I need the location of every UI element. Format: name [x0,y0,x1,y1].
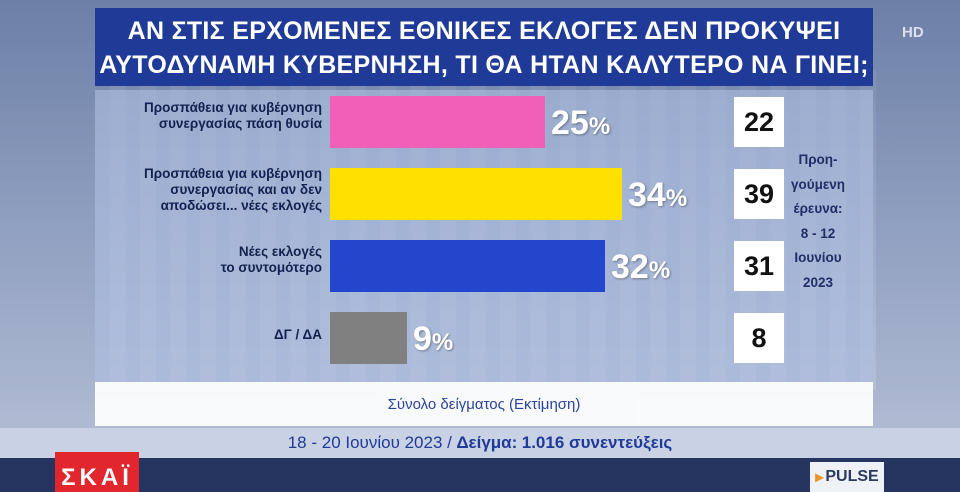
bar [330,240,605,292]
bar [330,96,545,148]
bar-value-label: 25% [551,104,610,143]
bar [330,168,622,220]
previous-survey-value: 22 [734,97,784,147]
footer-bar: 18 - 20 Ιουνίου 2023 / Δείγμα: 1.016 συν… [0,428,960,458]
bar-value-number: 9 [413,320,432,358]
previous-survey-value: 8 [734,313,784,363]
pulse-mark-icon: ▸ [815,469,824,486]
category-label: ΔΓ / ΔΑ [273,327,322,342]
bar-value-label: 9% [413,320,453,359]
footer-sample-value: 1.016 συνεντεύξεις [521,433,673,452]
previous-survey-note: Προη- γούμενη έρευνα: 8 - 12 Ιουνίου 202… [790,152,846,290]
category-label: Προσπάθεια για κυβέρνηση συνεργασίας και… [144,166,322,213]
bar [330,312,407,364]
pollster-logo: ▸ PULSE [810,462,884,492]
bar-value-label: 32% [611,248,670,287]
sample-note-strip: Σύνολο δείγματος (Εκτίμηση) [95,382,873,426]
footer-sample-label: Δείγμα: [456,433,518,452]
title-line-2: ΑΥΤΟΔΥΝΑΜΗ ΚΥΒΕΡΝΗΣΗ, ΤΙ ΘΑ ΗΤΑΝ ΚΑΛΥΤΕΡ… [99,51,869,79]
channel-logo: ΣΚΑΪ [55,452,139,492]
bottom-ticker [0,458,960,492]
bar-value-number: 32 [611,248,649,286]
footer-dates: 18 - 20 Ιουνίου 2023 / [287,433,452,452]
bar-value-unit: % [588,113,611,140]
title-line-1: ΑΝ ΣΤΙΣ ΕΡΧΟΜΕΝΕΣ ΕΘΝΙΚΕΣ ΕΚΛΟΓΕΣ ΔΕΝ ΠΡ… [127,17,841,45]
bar-value-number: 25 [551,104,589,142]
sample-note: Σύνολο δείγματος (Εκτίμηση) [387,395,581,413]
bar-value-unit: % [431,329,454,356]
previous-survey-value: 39 [734,169,784,219]
hd-badge: HD [902,24,924,41]
bar-value-label: 34% [628,176,687,215]
chart-title: ΑΝ ΣΤΙΣ ΕΡΧΟΜΕΝΕΣ ΕΘΝΙΚΕΣ ΕΚΛΟΓΕΣ ΔΕΝ ΠΡ… [95,8,873,86]
category-label: Προσπάθεια για κυβέρνηση συνεργασίας πάσ… [144,100,322,131]
bar-value-number: 34 [628,176,666,214]
pollster-logo-text: PULSE [825,468,879,485]
bar-value-unit: % [648,257,671,284]
category-label: Νέες εκλογές το συντομότερο [220,244,322,275]
bar-value-unit: % [665,185,688,212]
previous-survey-value: 31 [734,241,784,291]
